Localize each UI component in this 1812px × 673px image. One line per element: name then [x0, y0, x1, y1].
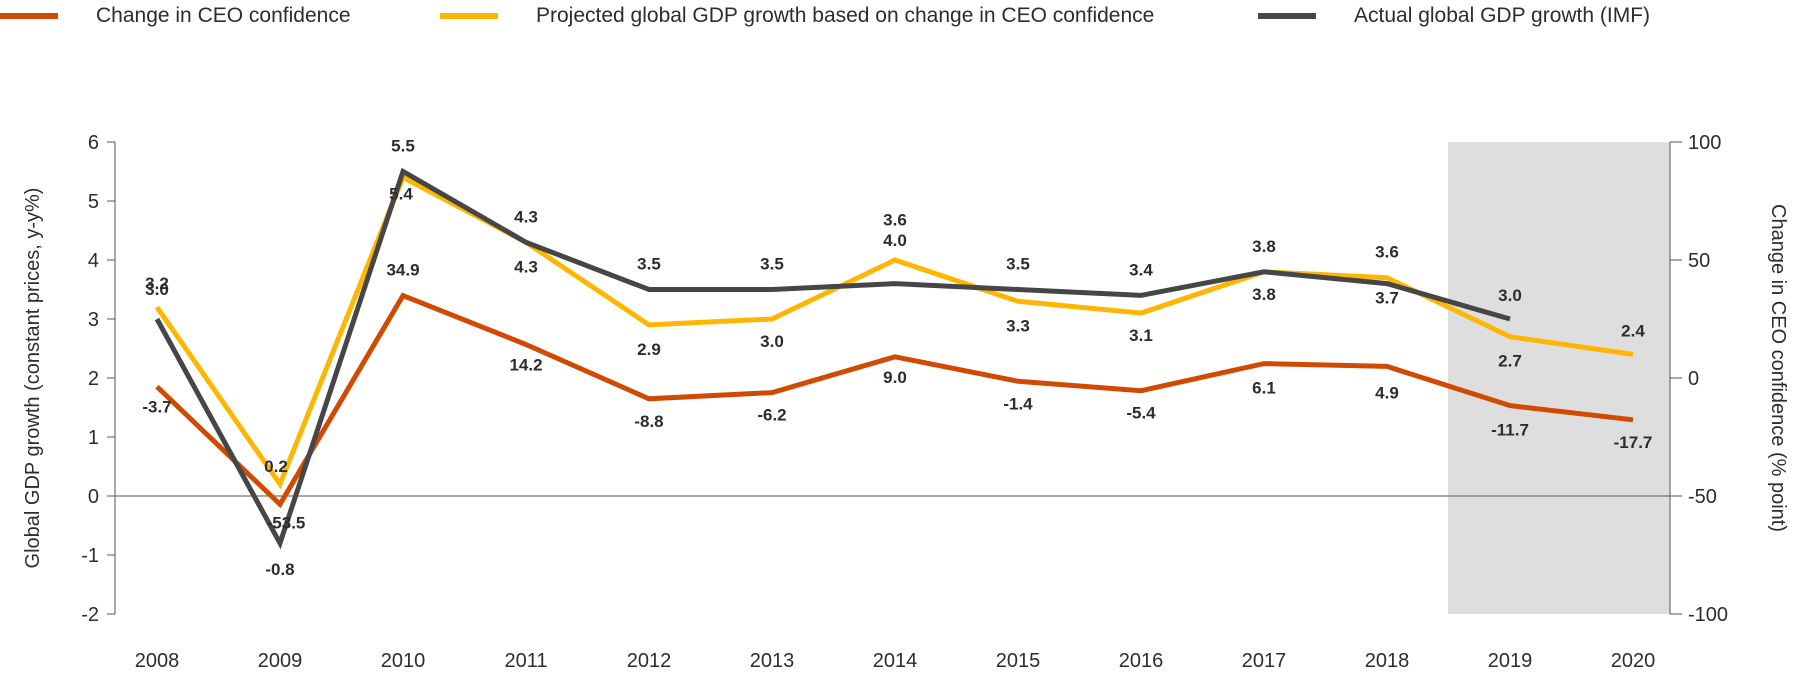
left-axis-tick-label: 2 — [88, 368, 99, 390]
legend-label-ceo: Change in CEO confidence — [96, 4, 351, 27]
data-label-ceo: -17.7 — [1614, 433, 1653, 452]
x-axis-tick-label: 2010 — [381, 650, 426, 672]
legend-item-actual: Actual global GDP growth (IMF) — [1258, 4, 1650, 28]
legend-label-projected: Projected global GDP growth based on cha… — [536, 4, 1155, 27]
data-label-projected: 3.7 — [1375, 289, 1399, 308]
data-label-projected: 2.9 — [637, 340, 661, 359]
data-label-actual: 3.5 — [1006, 255, 1030, 274]
data-label-projected: 3.0 — [760, 332, 784, 351]
left-axis-tick-label: -2 — [81, 604, 99, 626]
forecast-shading — [1448, 142, 1670, 614]
legend-label-actual: Actual global GDP growth (IMF) — [1354, 4, 1651, 27]
data-label-actual: 3.4 — [1129, 260, 1153, 279]
left-axis-tick-label: -1 — [81, 545, 99, 567]
data-label-ceo: 9.0 — [883, 368, 907, 387]
right-axis-tick-label: 100 — [1688, 132, 1721, 154]
data-label-projected: 4.0 — [883, 231, 907, 250]
right-axis-tick-label: -50 — [1688, 486, 1717, 508]
data-label-projected: 0.2 — [264, 457, 288, 476]
right-axis-title: Change in CEO confidence (% point) — [1767, 204, 1789, 532]
data-label-ceo: -3.7 — [142, 398, 171, 417]
data-label-ceo: -8.8 — [634, 412, 663, 431]
data-label-actual: 3.5 — [637, 255, 661, 274]
x-axis-tick-label: 2013 — [750, 650, 795, 672]
legend-swatch-ceo — [0, 13, 58, 19]
x-axis-tick-label: 2020 — [1611, 650, 1656, 672]
data-label-actual: 4.3 — [514, 207, 538, 226]
legend-swatch-projected — [440, 13, 498, 19]
left-axis-title: Global GDP growth (constant prices, y-y%… — [22, 188, 44, 569]
data-label-projected: 2.7 — [1498, 352, 1522, 371]
x-axis-tick-label: 2017 — [1242, 650, 1287, 672]
data-label-ceo: 4.9 — [1375, 383, 1399, 402]
right-axis-tick-label: -100 — [1688, 604, 1728, 626]
x-axis-tick-label: 2008 — [135, 650, 180, 672]
legend-item-ceo: Change in CEO confidence — [0, 4, 351, 28]
data-label-projected: 2.4 — [1621, 321, 1645, 340]
legend-item-projected: Projected global GDP growth based on cha… — [440, 4, 1154, 28]
data-label-actual: -0.8 — [265, 560, 294, 579]
data-label-actual: 3.6 — [1375, 243, 1399, 262]
data-label-actual: 3.0 — [1498, 286, 1522, 305]
x-axis-tick-label: 2019 — [1488, 650, 1533, 672]
data-label-ceo: 6.1 — [1252, 379, 1276, 398]
left-axis-tick-label: 4 — [88, 250, 99, 272]
data-label-ceo: -6.2 — [757, 406, 786, 425]
chart-legend: Change in CEO confidence Projected globa… — [0, 0, 1812, 40]
x-axis-tick-label: 2015 — [996, 650, 1041, 672]
data-label-projected: 5.4 — [389, 184, 413, 203]
right-axis-tick-label: 0 — [1688, 368, 1699, 390]
legend-swatch-actual — [1258, 13, 1316, 19]
series-line-ceo — [155, 292, 1634, 509]
right-axis-tick-label: 50 — [1688, 250, 1710, 272]
x-axis-tick-label: 2012 — [627, 650, 672, 672]
x-axis-tick-label: 2014 — [873, 650, 918, 672]
data-label-actual: 5.5 — [391, 137, 415, 156]
x-axis-tick-label: 2009 — [258, 650, 303, 672]
left-axis-tick-label: 3 — [88, 309, 99, 331]
data-label-projected: 3.3 — [1006, 316, 1030, 335]
data-label-projected: 3.1 — [1129, 326, 1153, 345]
left-axis-tick-label: 6 — [88, 132, 99, 154]
x-axis-tick-label: 2016 — [1119, 650, 1164, 672]
data-label-ceo: -11.7 — [1491, 421, 1529, 440]
data-label-actual: 3.6 — [883, 211, 907, 230]
left-axis-tick-label: 5 — [88, 191, 99, 213]
data-label-ceo: 34.9 — [386, 261, 419, 280]
x-axis-tick-label: 2018 — [1365, 650, 1410, 672]
data-label-projected: 3.2 — [145, 274, 169, 293]
data-label-projected: 4.3 — [514, 257, 538, 276]
left-axis-tick-label: 1 — [88, 427, 99, 449]
data-label-actual: 3.0 — [145, 280, 169, 299]
data-label-ceo: 14.2 — [509, 355, 542, 374]
data-label-projected: 3.8 — [1252, 285, 1276, 304]
data-label-ceo: -5.4 — [1126, 404, 1156, 423]
left-axis-tick-label: 0 — [88, 486, 99, 508]
x-axis-tick-label: 2011 — [504, 650, 547, 672]
data-label-ceo: -53.5 — [267, 513, 306, 532]
series-line-actual — [154, 167, 1511, 550]
data-label-actual: 3.5 — [760, 255, 784, 274]
data-label-actual: 3.8 — [1252, 237, 1276, 256]
data-label-ceo: -1.4 — [1003, 394, 1033, 413]
